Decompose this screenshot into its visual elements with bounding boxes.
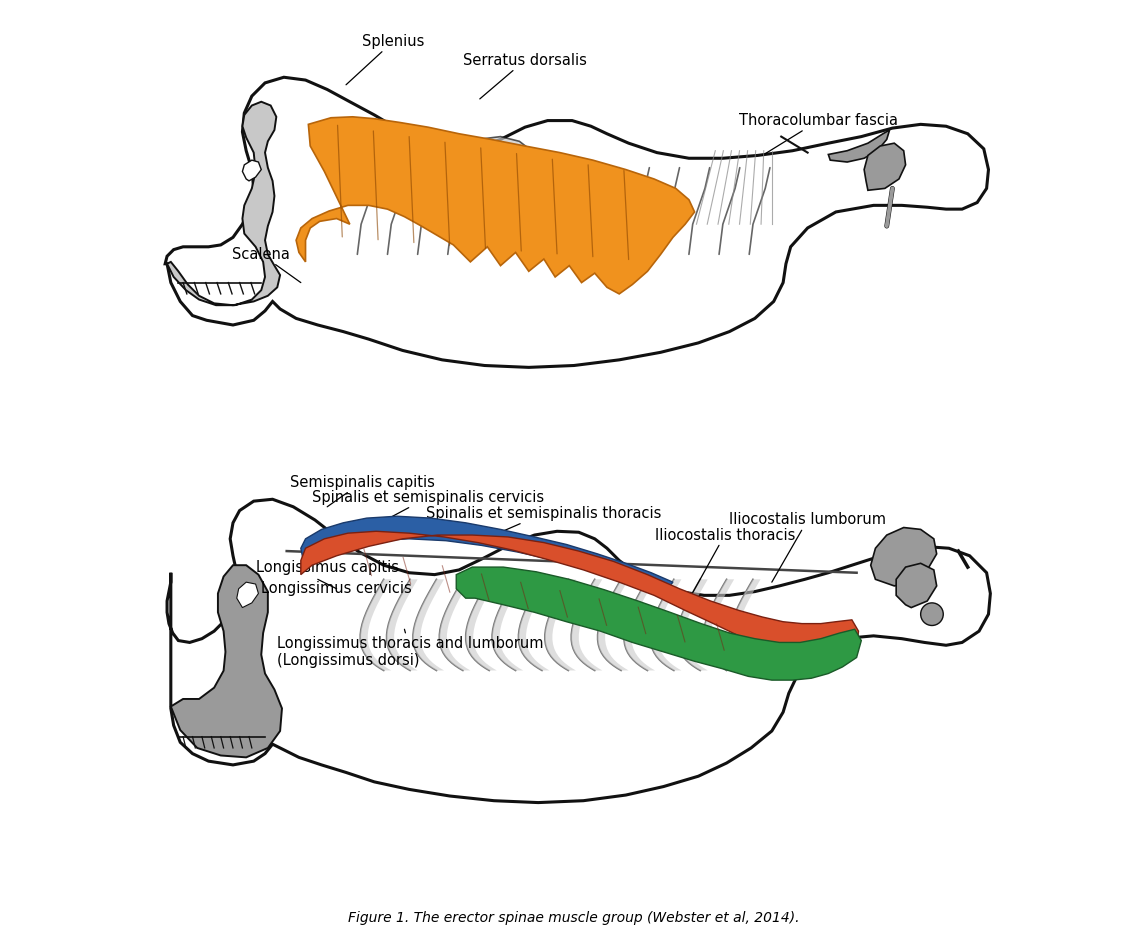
PathPatch shape xyxy=(171,565,282,757)
Text: Iliocostalis lumborum: Iliocostalis lumborum xyxy=(729,512,886,582)
Polygon shape xyxy=(466,579,497,671)
PathPatch shape xyxy=(236,582,258,608)
Polygon shape xyxy=(572,579,603,671)
PathPatch shape xyxy=(456,567,861,680)
Polygon shape xyxy=(387,579,418,671)
Polygon shape xyxy=(651,579,682,671)
Text: Serratus dorsalis: Serratus dorsalis xyxy=(463,53,587,99)
Polygon shape xyxy=(413,579,444,671)
Text: Splenius: Splenius xyxy=(346,34,425,85)
Text: Spinalis et semispinalis thoracis: Spinalis et semispinalis thoracis xyxy=(426,506,661,535)
Text: Thoracolumbar fascia: Thoracolumbar fascia xyxy=(739,113,899,155)
PathPatch shape xyxy=(242,160,262,181)
Polygon shape xyxy=(519,579,550,671)
Text: Spinalis et semispinalis cervicis: Spinalis et semispinalis cervicis xyxy=(312,490,544,520)
Polygon shape xyxy=(440,579,471,671)
Text: Longissimus cervicis: Longissimus cervicis xyxy=(262,579,412,596)
PathPatch shape xyxy=(437,137,535,190)
Polygon shape xyxy=(677,579,708,671)
Text: Iliocostalis thoracis: Iliocostalis thoracis xyxy=(654,528,794,603)
Polygon shape xyxy=(360,579,391,671)
Circle shape xyxy=(921,603,944,625)
Polygon shape xyxy=(729,579,760,671)
Polygon shape xyxy=(492,579,523,671)
PathPatch shape xyxy=(870,528,937,586)
Polygon shape xyxy=(598,579,629,671)
PathPatch shape xyxy=(301,531,859,658)
Text: Longissimus capitis: Longissimus capitis xyxy=(256,551,398,575)
PathPatch shape xyxy=(829,130,890,162)
PathPatch shape xyxy=(168,499,991,803)
Polygon shape xyxy=(625,579,656,671)
Text: Scalena: Scalena xyxy=(232,247,301,283)
PathPatch shape xyxy=(301,516,673,590)
PathPatch shape xyxy=(296,117,695,294)
Text: Longissimus thoracis and lumborum
(Longissimus dorsi): Longissimus thoracis and lumborum (Longi… xyxy=(278,629,544,668)
PathPatch shape xyxy=(864,143,906,190)
Polygon shape xyxy=(703,579,734,671)
Text: Figure 1. The erector spinae muscle group (Webster et al, 2014).: Figure 1. The erector spinae muscle grou… xyxy=(348,911,800,925)
Polygon shape xyxy=(545,579,576,671)
PathPatch shape xyxy=(165,77,988,367)
PathPatch shape xyxy=(168,102,280,305)
PathPatch shape xyxy=(897,563,937,608)
Text: Semispinalis capitis: Semispinalis capitis xyxy=(289,475,434,507)
